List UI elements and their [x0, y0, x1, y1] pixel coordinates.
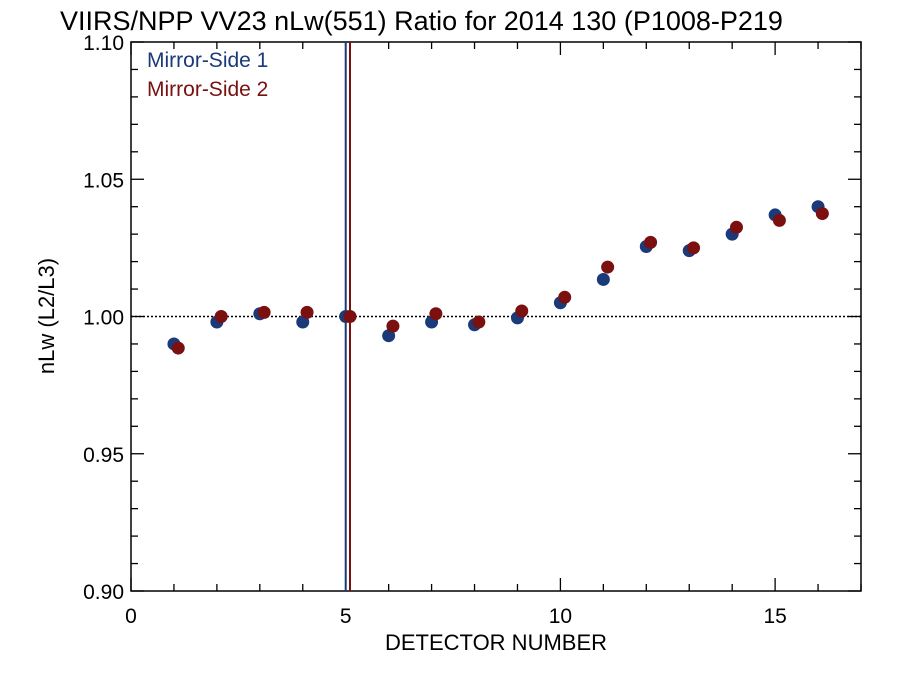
data-point-series-2	[601, 260, 615, 274]
x-tick-label: 5	[340, 605, 352, 628]
x-tick-label: 0	[125, 605, 137, 628]
legend-entry-mirror-side-2: Mirror-Side 2	[147, 78, 268, 101]
chart-title: VIIRS/NPP VV23 nLw(551) Ratio for 2014 1…	[60, 6, 783, 36]
x-tick-label: 10	[549, 605, 572, 628]
data-point-series-2	[257, 305, 271, 319]
data-point-series-2	[429, 307, 443, 321]
x-tick-labels: 0 5 10 15	[125, 605, 787, 628]
y-tick-label: 0.90	[83, 581, 124, 604]
y-tick-label: 1.10	[83, 32, 124, 55]
y-tick-label: 0.95	[83, 444, 124, 467]
x-tick-label: 15	[763, 605, 786, 628]
data-point-series-2	[515, 304, 529, 318]
y-tick-label: 1.05	[83, 169, 124, 192]
data-point-series-2	[815, 207, 829, 221]
data-point-series-2	[300, 305, 314, 319]
legend-entry-mirror-side-1: Mirror-Side 1	[147, 49, 268, 72]
data-point-series-2	[472, 315, 486, 329]
data-point-series-2	[214, 310, 228, 323]
data-point-series-2	[343, 310, 357, 323]
y-axis-label: nLw (L2/L3)	[34, 258, 59, 374]
y-tick-label: 1.00	[83, 307, 124, 330]
data-point-series-2	[644, 235, 658, 249]
data-points	[167, 200, 829, 355]
x-axis-label: DETECTOR NUMBER	[385, 630, 607, 655]
data-point-series-2	[171, 341, 185, 355]
data-point-series-2	[772, 213, 786, 227]
data-point-series-2	[687, 241, 701, 255]
data-point-series-1	[596, 272, 610, 286]
data-point-series-2	[729, 220, 743, 234]
data-point-series-2	[386, 319, 400, 333]
y-tick-labels: 0.90 0.95 1.00 1.05 1.10	[83, 32, 124, 604]
data-point-series-2	[558, 290, 572, 304]
